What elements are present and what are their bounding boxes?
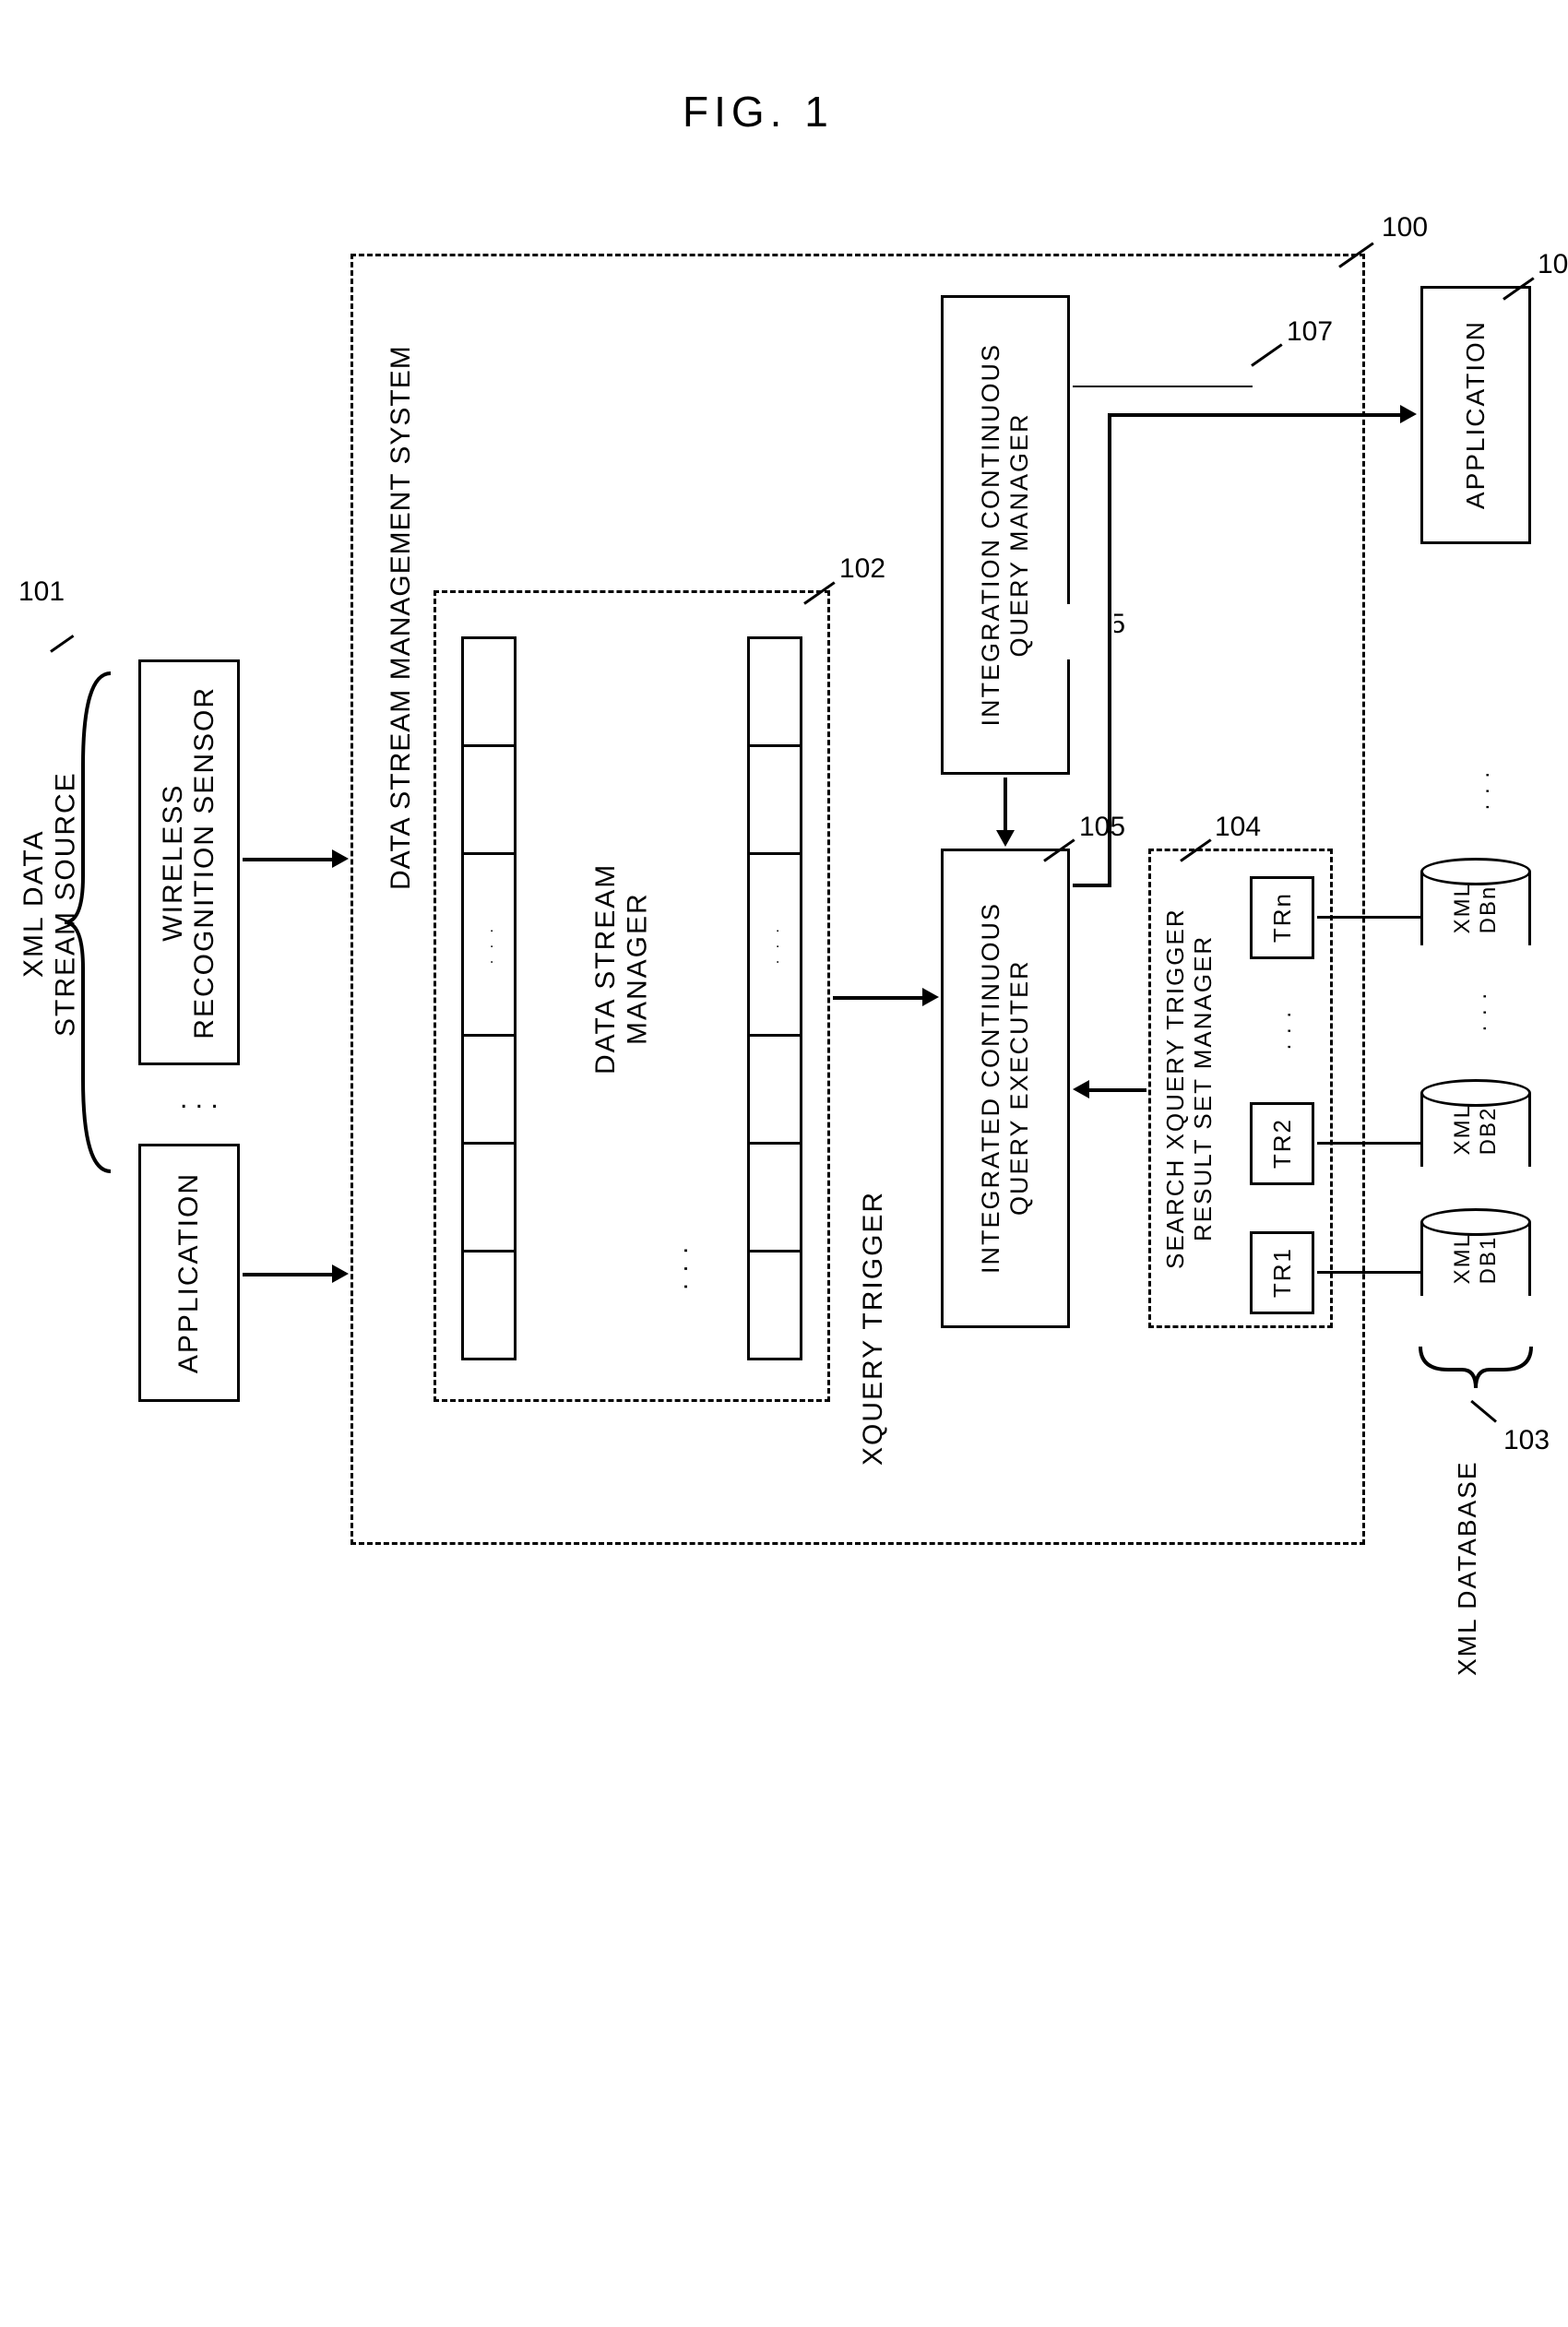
system-title: DATA STREAM MANAGEMENT SYSTEM [386, 286, 418, 950]
xmldb-dots: . . . [1467, 991, 1492, 1031]
trn-label: TRn [1268, 892, 1297, 943]
queue-dots: . . . [664, 1245, 694, 1290]
output-application-label: APPLICATION [1461, 320, 1491, 509]
queue1-cell1 [461, 636, 517, 747]
tr-dots: . . . [1271, 1010, 1297, 1050]
xquery-trigger-label: XQUERY TRIGGER [858, 1153, 890, 1503]
queue2-cell5 [747, 1250, 802, 1360]
figure-title: FIG. 1 [683, 88, 834, 137]
source-application-label: APPLICATION [173, 1172, 205, 1373]
stream-source-label: XML DATA STREAM SOURCE [18, 646, 82, 1162]
arrow-app-to-dsm [243, 1273, 339, 1276]
diagram-canvas: FIG. 1 XML DATA STREAM SOURCE 101 WIRELE… [0, 0, 1568, 2327]
tr2-box: TR2 [1250, 1102, 1314, 1185]
tr1-box: TR1 [1250, 1231, 1314, 1314]
ref-103: 103 [1503, 1425, 1550, 1457]
xml-db1-label: XML DB1 [1450, 1233, 1502, 1284]
arrow-sensor-to-dsm [243, 858, 339, 861]
xml-db2: XML DB2 [1420, 1079, 1531, 1181]
queue1-cell4 [461, 1142, 517, 1253]
output-application-box: APPLICATION [1420, 286, 1531, 544]
arrow-exec-out-seg2 [1108, 413, 1111, 887]
ref-105b: 105 [1079, 812, 1125, 844]
dsm-label: DATA STREAM MANAGER [590, 802, 654, 1134]
source-dots: . . . [180, 1084, 219, 1116]
arrow-dsm-to-exec2-head [922, 988, 939, 1006]
xmldb-dots-outer: . . . [1469, 770, 1495, 810]
query-mgr-box-fixed: INTEGRATION CONTINUOUS QUERY MANAGER [941, 295, 1070, 775]
wireless-sensor-label: WIRELESS RECOGNITION SENSOR [158, 686, 220, 1039]
arrow-exec-out-head [1400, 405, 1417, 423]
queue2-celldots: . . . [747, 852, 802, 1037]
xml-dbn: XML DBn [1420, 858, 1531, 959]
xml-dbn-label: XML DBn [1450, 883, 1502, 933]
ref-106: 106 [1538, 249, 1568, 281]
xml-db1: XML DB1 [1420, 1208, 1531, 1310]
arrow-sensor-to-dsm-head [332, 849, 349, 868]
xmldb-brace [1411, 1337, 1540, 1407]
cover-patch-arrow1 [830, 764, 941, 791]
arrow-exec-out-seg1 [1073, 884, 1111, 887]
leadline-107-h [1073, 386, 1253, 387]
arrow-dsm-to-exec2 [833, 996, 925, 1000]
queue2-cell1 [747, 636, 802, 747]
cover-patch-105 [1040, 604, 1114, 659]
arrow-trig-to-exec [1087, 1088, 1146, 1092]
queue1-celldots: . . . [461, 852, 517, 1037]
line-db1-tr1 [1317, 1271, 1420, 1274]
queue1-cell5 [461, 1250, 517, 1360]
xml-db2-label: XML DB2 [1450, 1104, 1502, 1155]
xmldb-label: XML DATABASE [1453, 1420, 1482, 1716]
executer-box-fixed: INTEGRATED CONTINUOUS QUERY EXECUTER [941, 849, 1070, 1328]
trn-box: TRn [1250, 876, 1314, 959]
executer-label-fixed: INTEGRATED CONTINUOUS QUERY EXECUTER [977, 902, 1034, 1274]
tr1-label: TR1 [1268, 1247, 1297, 1298]
ref-100: 100 [1382, 212, 1428, 244]
queue2-cell3 [747, 1034, 802, 1145]
arrow-app-to-dsm-head [332, 1264, 349, 1283]
wireless-sensor-box: WIRELESS RECOGNITION SENSOR [138, 659, 240, 1065]
arrow-trig-to-exec-head [1073, 1080, 1089, 1098]
ref-101: 101 [18, 576, 65, 609]
ref-104: 104 [1215, 812, 1261, 844]
ref-102: 102 [839, 553, 885, 586]
trigger-mgr-label: SEARCH XQUERY TRIGGER RESULT SET MANAGER [1162, 867, 1218, 1310]
tr2-label: TR2 [1268, 1118, 1297, 1169]
arrow-qmgr-to-exec-head [996, 830, 1015, 847]
line-dbn-trn [1317, 916, 1420, 919]
ref-107: 107 [1287, 316, 1333, 349]
queue2-cell2 [747, 744, 802, 855]
line-db2-tr2 [1317, 1142, 1420, 1145]
arrow-exec-out-seg3 [1108, 413, 1403, 417]
query-mgr-label-fixed: INTEGRATION CONTINUOUS QUERY MANAGER [977, 343, 1034, 727]
arrow-qmgr-to-exec [1004, 778, 1007, 833]
queue1-cell2 [461, 744, 517, 855]
queue2-cell4 [747, 1142, 802, 1253]
queue1-cell3 [461, 1034, 517, 1145]
source-application-box: APPLICATION [138, 1144, 240, 1402]
